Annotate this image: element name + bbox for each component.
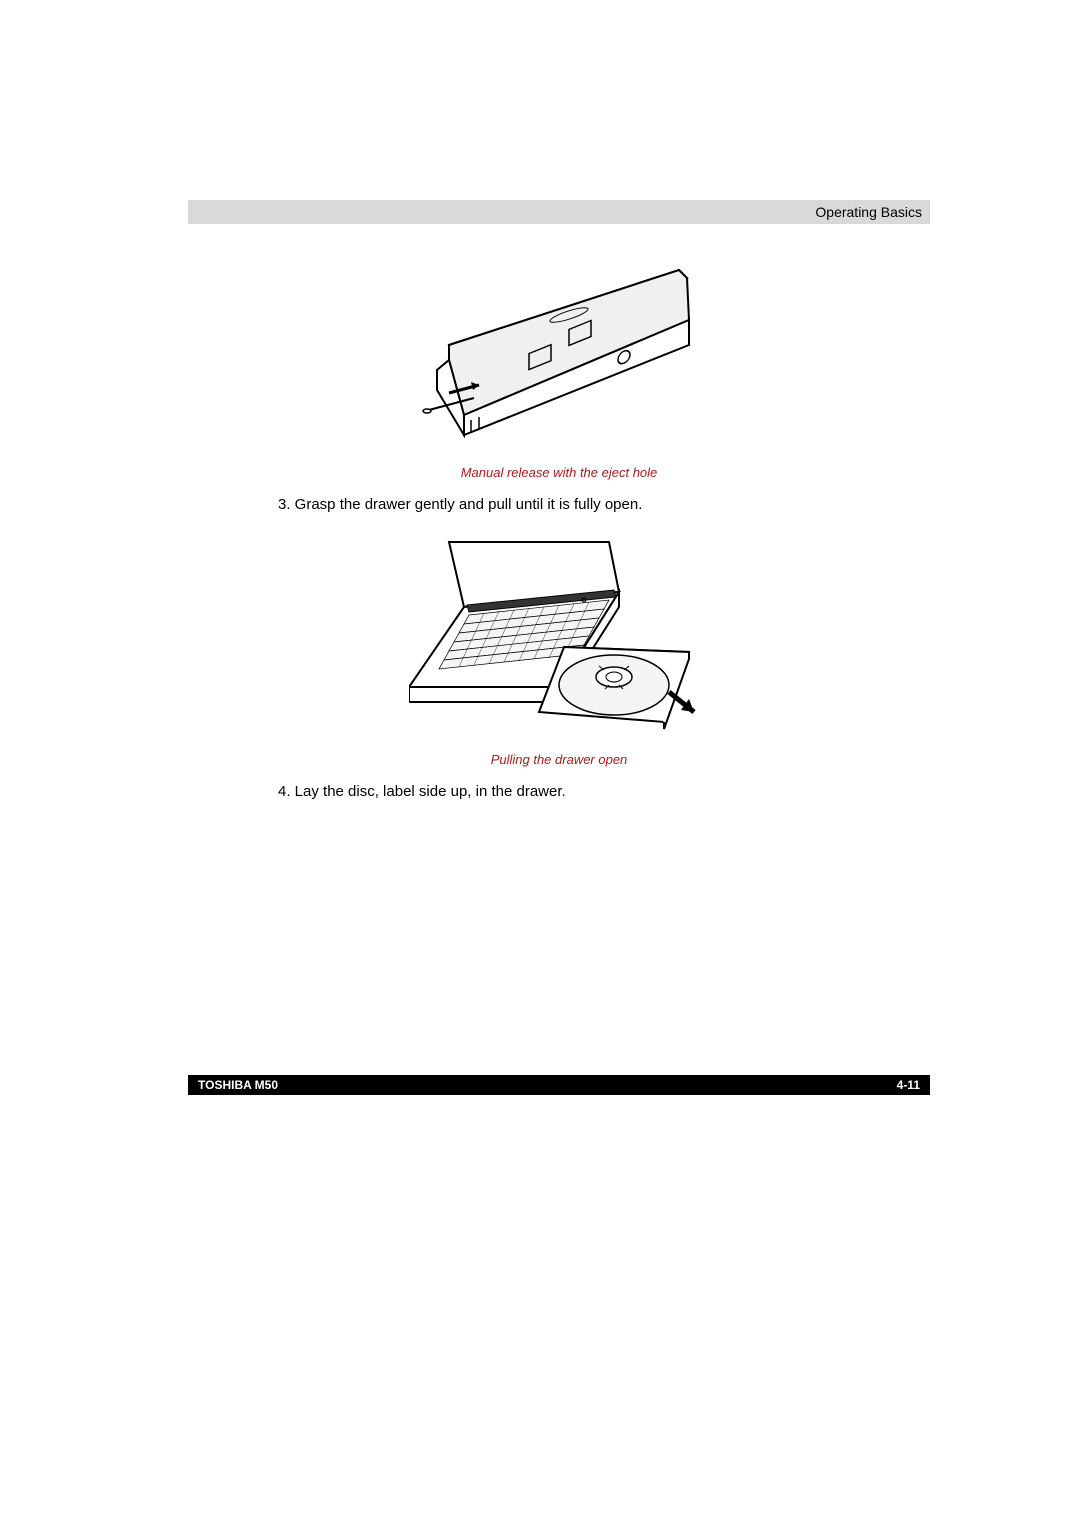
figure-1-caption: Manual release with the eject hole — [461, 465, 658, 480]
header-bar: Operating Basics — [188, 200, 930, 224]
section-title: Operating Basics — [815, 204, 922, 220]
step-3-text: 3. Grasp the drawer gently and pull unti… — [188, 496, 930, 513]
figure-2: Pulling the drawer open — [188, 537, 930, 767]
laptop-eject-illustration — [419, 260, 699, 455]
footer-model: TOSHIBA M50 — [198, 1078, 278, 1092]
content-area: Manual release with the eject hole 3. Gr… — [188, 224, 930, 800]
step-4-text: 4. Lay the disc, label side up, in the d… — [188, 783, 930, 800]
page-wrapper: Operating Basics — [188, 200, 930, 824]
laptop-drawer-open-illustration — [409, 537, 709, 742]
footer-bar: TOSHIBA M50 4-11 — [188, 1075, 930, 1095]
footer-page: 4-11 — [897, 1078, 920, 1092]
figure-1: Manual release with the eject hole — [188, 260, 930, 480]
figure-2-caption: Pulling the drawer open — [491, 752, 628, 767]
